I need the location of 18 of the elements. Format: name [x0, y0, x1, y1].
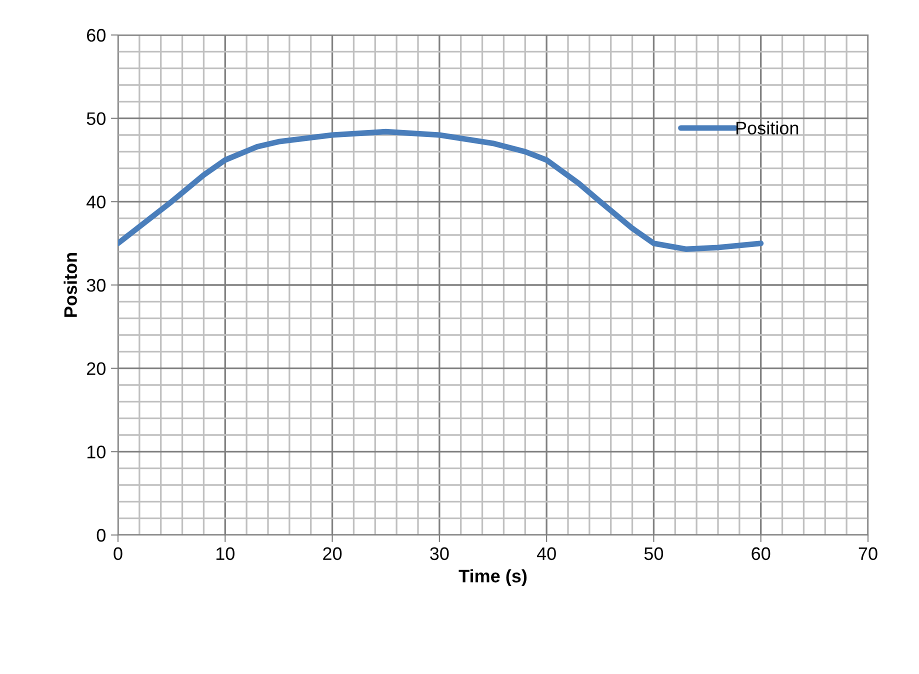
y-tick-label: 50 — [86, 112, 106, 126]
x-tick-label: 30 — [430, 547, 449, 560]
y-tick-label: 40 — [86, 196, 106, 208]
x-tick-label: 10 — [216, 547, 234, 560]
x-tick-label: 20 — [323, 547, 342, 560]
x-tick-label: 60 — [752, 547, 770, 560]
x-tick-label: 50 — [644, 547, 664, 560]
y-tick-label: 0 — [96, 528, 106, 542]
y-tick-label: 60 — [87, 28, 106, 42]
x-tick-label: 0 — [114, 547, 122, 560]
y-tick-label: 10 — [87, 446, 106, 458]
legend-label: Position — [736, 121, 798, 135]
x-tick-label: 70 — [858, 547, 878, 560]
y-tick-label: 30 — [86, 278, 106, 292]
x-tick-label: 40 — [536, 547, 556, 560]
y-axis-title: Positon — [64, 253, 77, 317]
x-axis-title: Time (s) — [458, 569, 527, 586]
y-tick-label: 20 — [87, 362, 106, 376]
